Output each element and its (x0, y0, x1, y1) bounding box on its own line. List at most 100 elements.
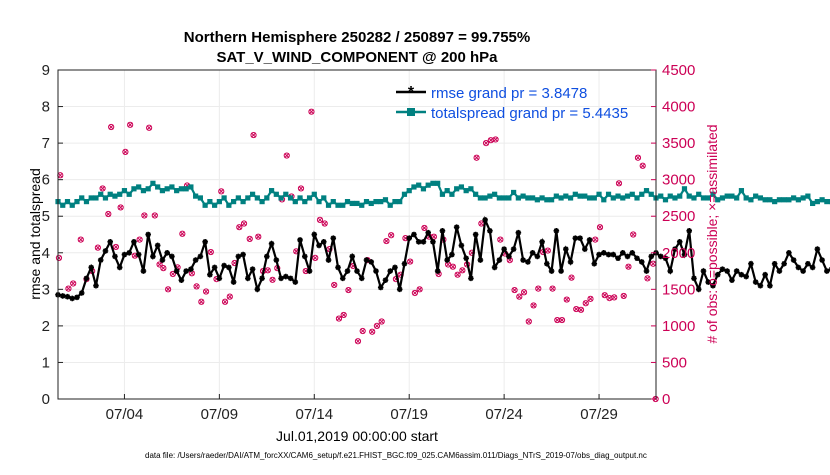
rmse-point (710, 282, 716, 289)
obs-possible-point (473, 154, 480, 161)
rmse-point (287, 275, 294, 282)
obs-assimilated-point (417, 286, 423, 292)
y-axis-right-label: # of obs: o=possible; ×=assimilated (704, 124, 720, 343)
obs-assimilated-point (625, 264, 632, 270)
plot-frame (57, 69, 657, 400)
totalspread-point (98, 191, 104, 197)
obs-possible-point (530, 302, 537, 309)
obs-possible-point (482, 140, 490, 147)
totalspread-point (610, 195, 616, 201)
totalspread-point (240, 199, 246, 205)
totalspread-point (696, 191, 702, 197)
totalspread-point (69, 202, 75, 208)
rmse-point (515, 229, 522, 236)
rmse-point (809, 264, 816, 271)
y-tick-label-left: 4 (42, 245, 50, 262)
rmse-point (173, 268, 180, 274)
obs-assimilated-point (602, 292, 608, 298)
rmse-point (126, 249, 132, 256)
totalspread-point (734, 195, 740, 201)
obs-assimilated-point (455, 272, 461, 278)
totalspread-point (710, 191, 716, 197)
obs-assimilated-point (578, 307, 584, 313)
totalspread-point (392, 199, 398, 205)
rmse-point (278, 275, 284, 282)
right-axis: 0 500 1000 1500 2000 2500 3000 3500 4000 4500 (651, 62, 695, 408)
obs-assimilated-point (360, 328, 366, 334)
totalspread-point (439, 191, 446, 197)
obs-assimilated-point (564, 297, 570, 303)
totalspread-point (325, 202, 332, 208)
rmse-point (586, 237, 593, 243)
totalspread-point (83, 199, 90, 205)
obs-assimilated-point (521, 289, 527, 295)
obs-assimilated-point (407, 258, 413, 265)
totalspread-point (287, 195, 294, 201)
rmse-point (491, 264, 498, 271)
rmse-point (88, 264, 95, 271)
rmse-point (121, 251, 128, 258)
obs-possible-point (449, 263, 456, 270)
rmse-point (705, 279, 712, 285)
obs-possible-point (601, 292, 608, 299)
obs-assimilated-point (355, 338, 361, 344)
rmse-point (339, 275, 346, 282)
rmse-point (69, 295, 76, 302)
rmse-point (577, 235, 583, 241)
totalspread-point (814, 199, 820, 205)
totalspread-point (743, 195, 749, 201)
rmse-point (211, 264, 218, 271)
obs-possible-point (321, 220, 328, 227)
rmse-point (729, 277, 735, 283)
rmse-point (59, 293, 66, 299)
totalspread-point (719, 195, 726, 201)
totalspread-point (283, 191, 289, 197)
rmse-point (140, 268, 147, 274)
totalspread-point (805, 193, 811, 199)
rmse-point (733, 268, 740, 274)
totalspread-point (786, 197, 792, 203)
obs-possible-point (577, 306, 585, 313)
obs-assimilated-point (118, 204, 124, 211)
rmse-point (335, 264, 341, 271)
totalspread-point (520, 193, 526, 199)
obs-possible-point (383, 237, 390, 245)
obs-assimilated-point (388, 232, 394, 238)
obs-possible-point (70, 280, 77, 287)
rmse-point (207, 271, 213, 278)
rmse-point (221, 262, 227, 269)
obs-assimilated-point (421, 225, 427, 231)
totalspread-point (330, 199, 336, 205)
totalspread-point (140, 188, 147, 194)
rmse-point (738, 271, 745, 278)
obs-possible-point (558, 316, 566, 324)
y-tick-label-left: 2 (42, 318, 50, 335)
totalspread-point (620, 195, 626, 201)
rmse-point (548, 268, 555, 274)
totalspread-point (136, 184, 142, 190)
totalspread-point (183, 186, 189, 192)
rmse-point (624, 253, 631, 260)
obs-assimilated-point (516, 294, 522, 300)
rmse-point (558, 268, 564, 274)
rmse-point (582, 246, 588, 252)
obs-assimilated-point (227, 294, 233, 300)
totalspread-point (264, 195, 270, 201)
obs-possible-point (112, 243, 120, 251)
rmse-point (64, 293, 71, 300)
rmse-point (700, 268, 707, 274)
obs-possible-point (65, 285, 72, 292)
obs-possible-point (77, 236, 84, 243)
rmse-point (496, 257, 503, 263)
rmse-point (150, 253, 156, 260)
totalspread-point (226, 202, 232, 208)
rmse-point (411, 231, 417, 238)
totalspread-point (373, 199, 379, 205)
rmse-point (434, 268, 441, 274)
rmse-point (102, 248, 109, 254)
obs-assimilated-point (218, 188, 224, 194)
chart-title: Northern Hemisphere 250282 / 250897 = 99… (184, 29, 530, 46)
rmse-point (325, 257, 332, 263)
obs-possible-point (316, 216, 324, 223)
